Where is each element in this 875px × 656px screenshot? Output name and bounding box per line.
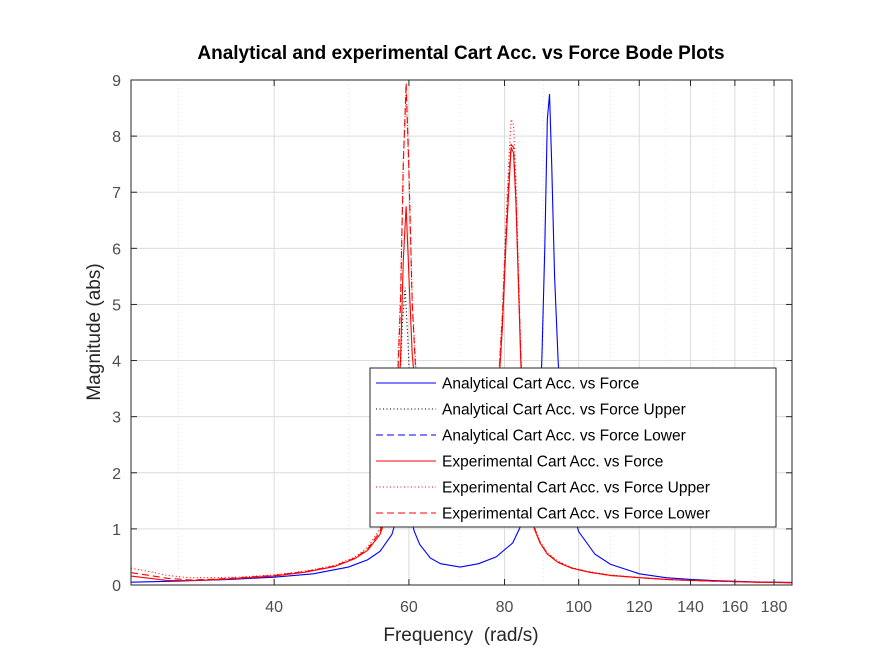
tick-layer: 40 60 80 100 120 140 160 180 0 1 2 3 4 5 6 7 8 9 bbox=[112, 73, 792, 616]
y-tick-label: 3 bbox=[112, 410, 121, 427]
legend-box bbox=[369, 367, 777, 528]
legend-label: Experimental Cart Acc. vs Force Upper bbox=[442, 480, 710, 497]
plot-frame bbox=[130, 79, 793, 586]
y-tick-label: 5 bbox=[112, 297, 121, 314]
x-tick-label: 60 bbox=[400, 599, 418, 616]
y-axis-title: Magnitude (abs) bbox=[84, 263, 105, 400]
x-tick-label: 80 bbox=[496, 599, 514, 616]
y-tick-label: 1 bbox=[112, 522, 121, 539]
legend-label: Analytical Cart Acc. vs Force Lower bbox=[442, 428, 686, 445]
x-tick-label: 40 bbox=[265, 599, 283, 616]
y-tick-label: 7 bbox=[112, 185, 121, 202]
legend: Analytical Cart Acc. vs Force Analytical … bbox=[369, 367, 777, 528]
x-tick-label: 160 bbox=[722, 599, 749, 616]
y-tick-label: 6 bbox=[112, 241, 121, 258]
y-tick-label: 0 bbox=[112, 578, 121, 595]
y-tick-label: 8 bbox=[112, 129, 121, 146]
chart-title: Analytical and experimental Cart Acc. vs… bbox=[197, 43, 724, 64]
y-tick-label: 2 bbox=[112, 466, 121, 483]
x-tick-label: 140 bbox=[677, 599, 704, 616]
x-tick-label: 180 bbox=[761, 599, 788, 616]
y-tick-label: 4 bbox=[112, 354, 121, 371]
x-tick-label: 100 bbox=[565, 599, 592, 616]
x-tick-label: 120 bbox=[626, 599, 653, 616]
x-axis-title: Frequency (rad/s) bbox=[383, 625, 538, 646]
legend-label: Experimental Cart Acc. vs Force Lower bbox=[442, 506, 710, 523]
y-tick-label: 9 bbox=[112, 73, 121, 90]
legend-label: Analytical Cart Acc. vs Force bbox=[442, 376, 639, 393]
legend-label: Analytical Cart Acc. vs Force Upper bbox=[442, 402, 686, 419]
legend-label: Experimental Cart Acc. vs Force bbox=[442, 454, 663, 471]
